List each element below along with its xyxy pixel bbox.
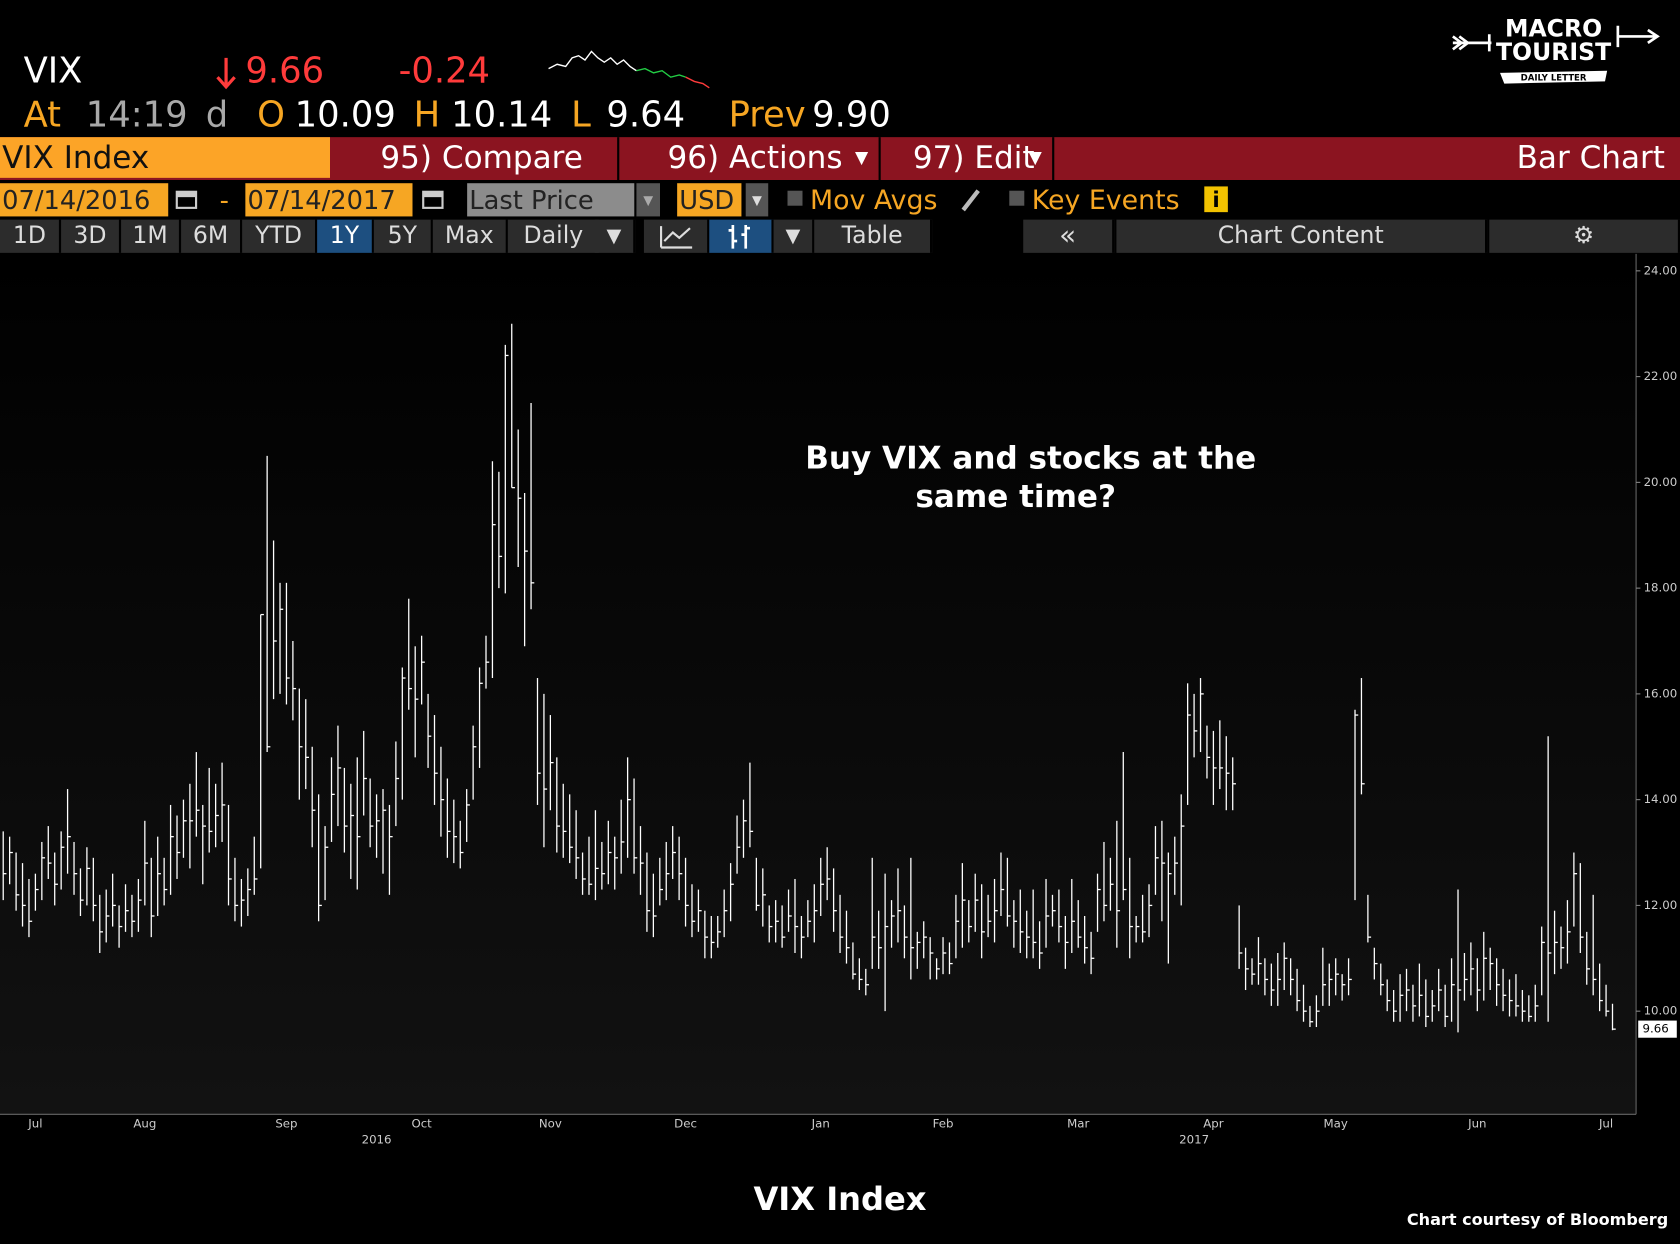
plot-area xyxy=(0,253,1637,1115)
y-tick-label: 14.00 xyxy=(1644,792,1678,806)
range-button[interactable]: 5Y xyxy=(373,219,433,253)
compare-menu[interactable]: 95) Compare xyxy=(380,139,583,176)
settings-button[interactable]: ⚙ xyxy=(1489,219,1680,253)
edit-menu[interactable]: 97) Edit xyxy=(912,139,1035,176)
checkbox[interactable] xyxy=(787,190,803,206)
y-tick-label: 22.00 xyxy=(1644,369,1678,383)
divider xyxy=(878,137,881,181)
dropdown-caret[interactable]: ▼ xyxy=(594,219,636,253)
annotation: Buy VIX and stocks at the xyxy=(805,441,1256,477)
high-price: 10.14 xyxy=(451,93,553,136)
range-button[interactable]: Max xyxy=(432,219,508,253)
x-tick-label: Apr xyxy=(1203,1116,1224,1130)
chart-type: Bar Chart xyxy=(1516,139,1666,176)
calendar-icon[interactable] xyxy=(175,188,201,212)
source-note: Chart courtesy of Bloomberg xyxy=(1407,1210,1668,1229)
year-label: 2016 xyxy=(362,1133,392,1147)
y-tick-label: 20.00 xyxy=(1644,475,1678,489)
line-chart-button[interactable] xyxy=(643,219,710,253)
y-tick-label: 12.00 xyxy=(1644,898,1678,912)
sparkline xyxy=(548,50,710,89)
x-tick-label: Dec xyxy=(674,1116,697,1130)
checkbox[interactable] xyxy=(1009,190,1025,206)
x-tick-label: Oct xyxy=(411,1116,432,1130)
end-date[interactable]: 07/14/2017 xyxy=(245,183,413,217)
last-value-box xyxy=(1638,1020,1677,1038)
x-tick-label: Nov xyxy=(539,1116,562,1130)
dropdown-caret: ▼ xyxy=(1028,146,1042,168)
dropdown-caret[interactable]: ▼ xyxy=(745,183,769,217)
x-tick-label: Jul xyxy=(1598,1116,1613,1130)
at-label: At xyxy=(23,93,62,136)
date-separator: - xyxy=(219,185,229,216)
actions-menu[interactable]: 96) Actions xyxy=(667,139,843,176)
low-label: L xyxy=(571,93,591,136)
range-button-active[interactable]: 1Y xyxy=(317,219,374,253)
x-tick-label: Mar xyxy=(1067,1116,1089,1130)
prev-label: Prev xyxy=(728,93,806,136)
down-arrow xyxy=(216,57,236,90)
dropdown-caret[interactable]: ▼ xyxy=(636,183,661,217)
pencil-icon[interactable] xyxy=(959,186,983,214)
logo-line2: TOURIST xyxy=(1496,38,1611,66)
x-tick-label: Feb xyxy=(933,1116,954,1130)
high-label: H xyxy=(413,93,441,136)
range-button[interactable]: 3D xyxy=(61,219,122,253)
y-tick-label: 10.00 xyxy=(1644,1004,1678,1018)
collapse-button[interactable]: « xyxy=(1023,219,1115,253)
logo-line1: MACRO xyxy=(1505,14,1602,42)
range-button[interactable]: 6M xyxy=(181,219,243,253)
chart-content-button[interactable]: Chart Content xyxy=(1116,219,1488,253)
x-tick-label: Jul xyxy=(27,1116,42,1130)
x-tick-label: May xyxy=(1324,1116,1348,1130)
last-price: 9.66 xyxy=(245,49,325,92)
x-tick-label: Sep xyxy=(275,1116,297,1130)
divider xyxy=(1052,137,1055,181)
last-value-label: 9.66 xyxy=(1643,1022,1669,1036)
open-price: 10.09 xyxy=(294,93,396,136)
open-label: O xyxy=(257,93,285,136)
start-date[interactable]: 07/14/2016 xyxy=(0,183,169,217)
net-change: -0.24 xyxy=(398,49,491,92)
dropdown-caret[interactable]: ▼ xyxy=(773,219,815,253)
ticker: VIX xyxy=(23,49,83,92)
y-tick-label: 18.00 xyxy=(1644,581,1678,595)
range-button[interactable]: YTD xyxy=(242,219,318,253)
calendar-icon[interactable] xyxy=(421,188,447,212)
periodicity[interactable]: Daily xyxy=(507,219,602,253)
logo: MACRO TOURIST DAILY LETTER xyxy=(1452,14,1660,84)
key-events[interactable]: Key Events xyxy=(1031,184,1180,216)
time-flag: d xyxy=(205,93,229,136)
dropdown-caret: ▼ xyxy=(855,146,869,168)
info-icon[interactable]: i xyxy=(1204,186,1228,213)
logo-line3: DAILY LETTER xyxy=(1521,73,1587,83)
table-button[interactable]: Table xyxy=(814,219,933,253)
prev-price: 9.90 xyxy=(812,93,891,136)
y-tick-label: 24.00 xyxy=(1644,263,1678,277)
chart-title: VIX Index xyxy=(753,1180,926,1218)
y-tick-label: 16.00 xyxy=(1644,686,1678,700)
field-select[interactable]: Last Price xyxy=(467,183,635,217)
security-field[interactable]: VIX Index xyxy=(0,137,331,178)
annotation: same time? xyxy=(915,479,1116,515)
x-tick-label: Jun xyxy=(1467,1116,1486,1130)
bar-chart-button[interactable] xyxy=(709,219,774,253)
x-tick-label: Aug xyxy=(133,1116,156,1130)
low-price: 9.64 xyxy=(606,93,686,136)
range-button[interactable]: 1D xyxy=(0,219,62,253)
time: 14:19 xyxy=(85,93,188,136)
currency[interactable]: USD xyxy=(677,183,742,217)
year-label: 2017 xyxy=(1179,1133,1209,1147)
divider xyxy=(617,137,620,181)
range-button[interactable]: 1M xyxy=(121,219,182,253)
mov-avgs[interactable]: Mov Avgs xyxy=(810,184,938,216)
x-tick-label: Jan xyxy=(811,1116,830,1130)
